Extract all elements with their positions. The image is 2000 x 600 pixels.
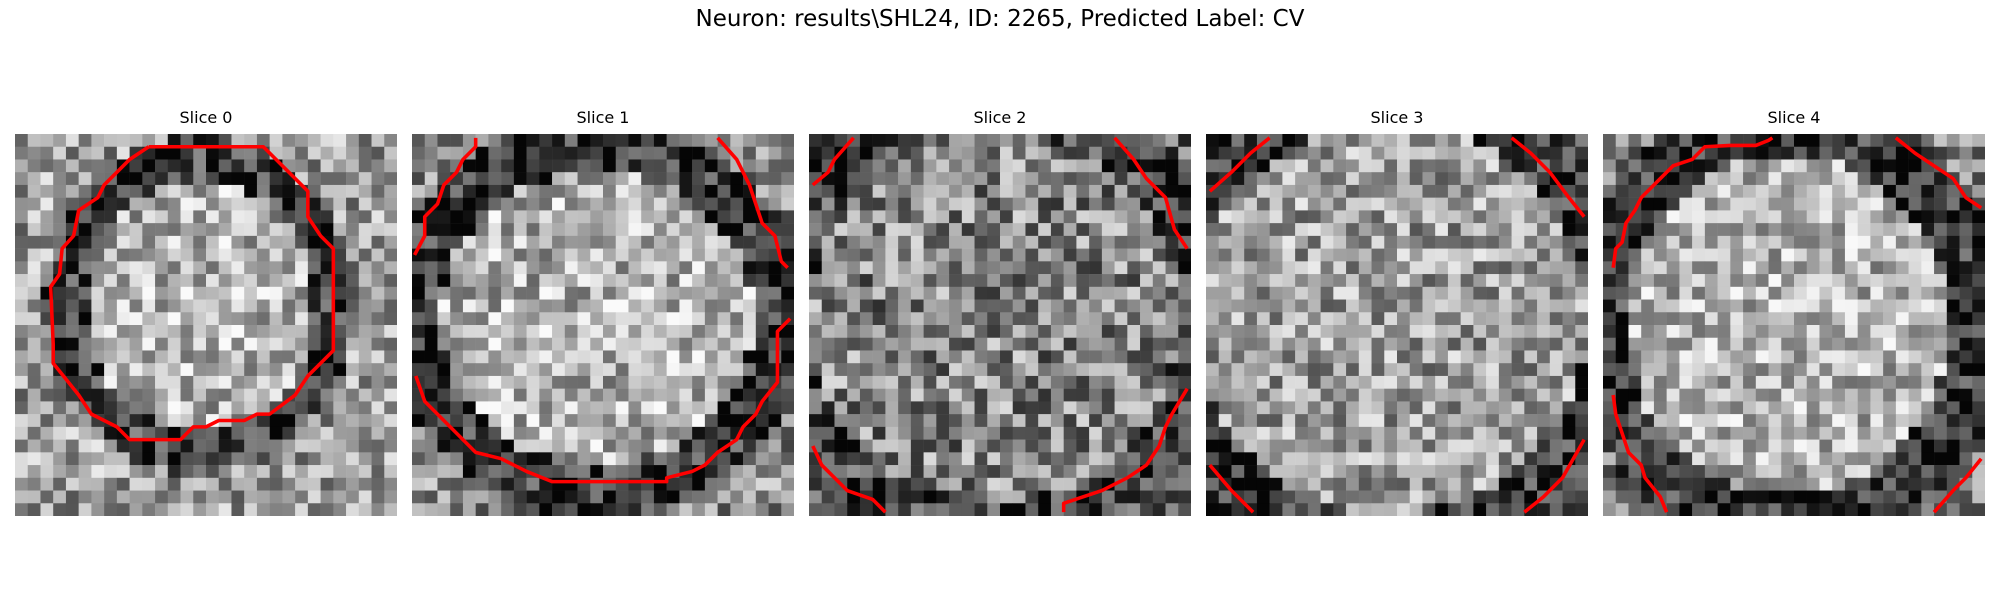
slice-image-3 <box>1206 134 1588 516</box>
contour-line-2-3 <box>811 445 887 514</box>
contour-line-3-1 <box>1510 136 1586 218</box>
contour-line-1-2 <box>414 317 792 484</box>
contour-line-2-2 <box>1061 387 1189 513</box>
figure-title: Neuron: results\SHL24, ID: 2265, Predict… <box>695 6 1305 32</box>
slice-image-4 <box>1603 134 1985 516</box>
slice-title-1: Slice 1 <box>576 108 630 127</box>
contour-line-3-0 <box>1208 136 1271 193</box>
slice-title-0: Slice 0 <box>179 108 233 127</box>
slice-image-2 <box>809 134 1191 516</box>
contour-line-4-1 <box>1894 136 1983 210</box>
slice-image-0 <box>15 134 397 516</box>
contour-line-1-1 <box>716 136 789 269</box>
contour-line-1-0 <box>412 137 478 256</box>
contour-line-3-3 <box>1523 438 1586 514</box>
contour-line-3-2 <box>1208 463 1255 514</box>
contour-line-4-0 <box>1611 136 1774 268</box>
slice-image-1 <box>412 134 794 516</box>
slice-title-3: Slice 3 <box>1370 108 1424 127</box>
contour-line-2-1 <box>1113 136 1189 250</box>
contour-line-0-0 <box>48 144 336 442</box>
contour-line-2-0 <box>811 136 855 187</box>
slice-title-2: Slice 2 <box>973 108 1027 127</box>
contour-line-4-3 <box>1932 457 1983 514</box>
slice-title-4: Slice 4 <box>1767 108 1821 127</box>
contour-line-4-2 <box>1611 394 1669 513</box>
